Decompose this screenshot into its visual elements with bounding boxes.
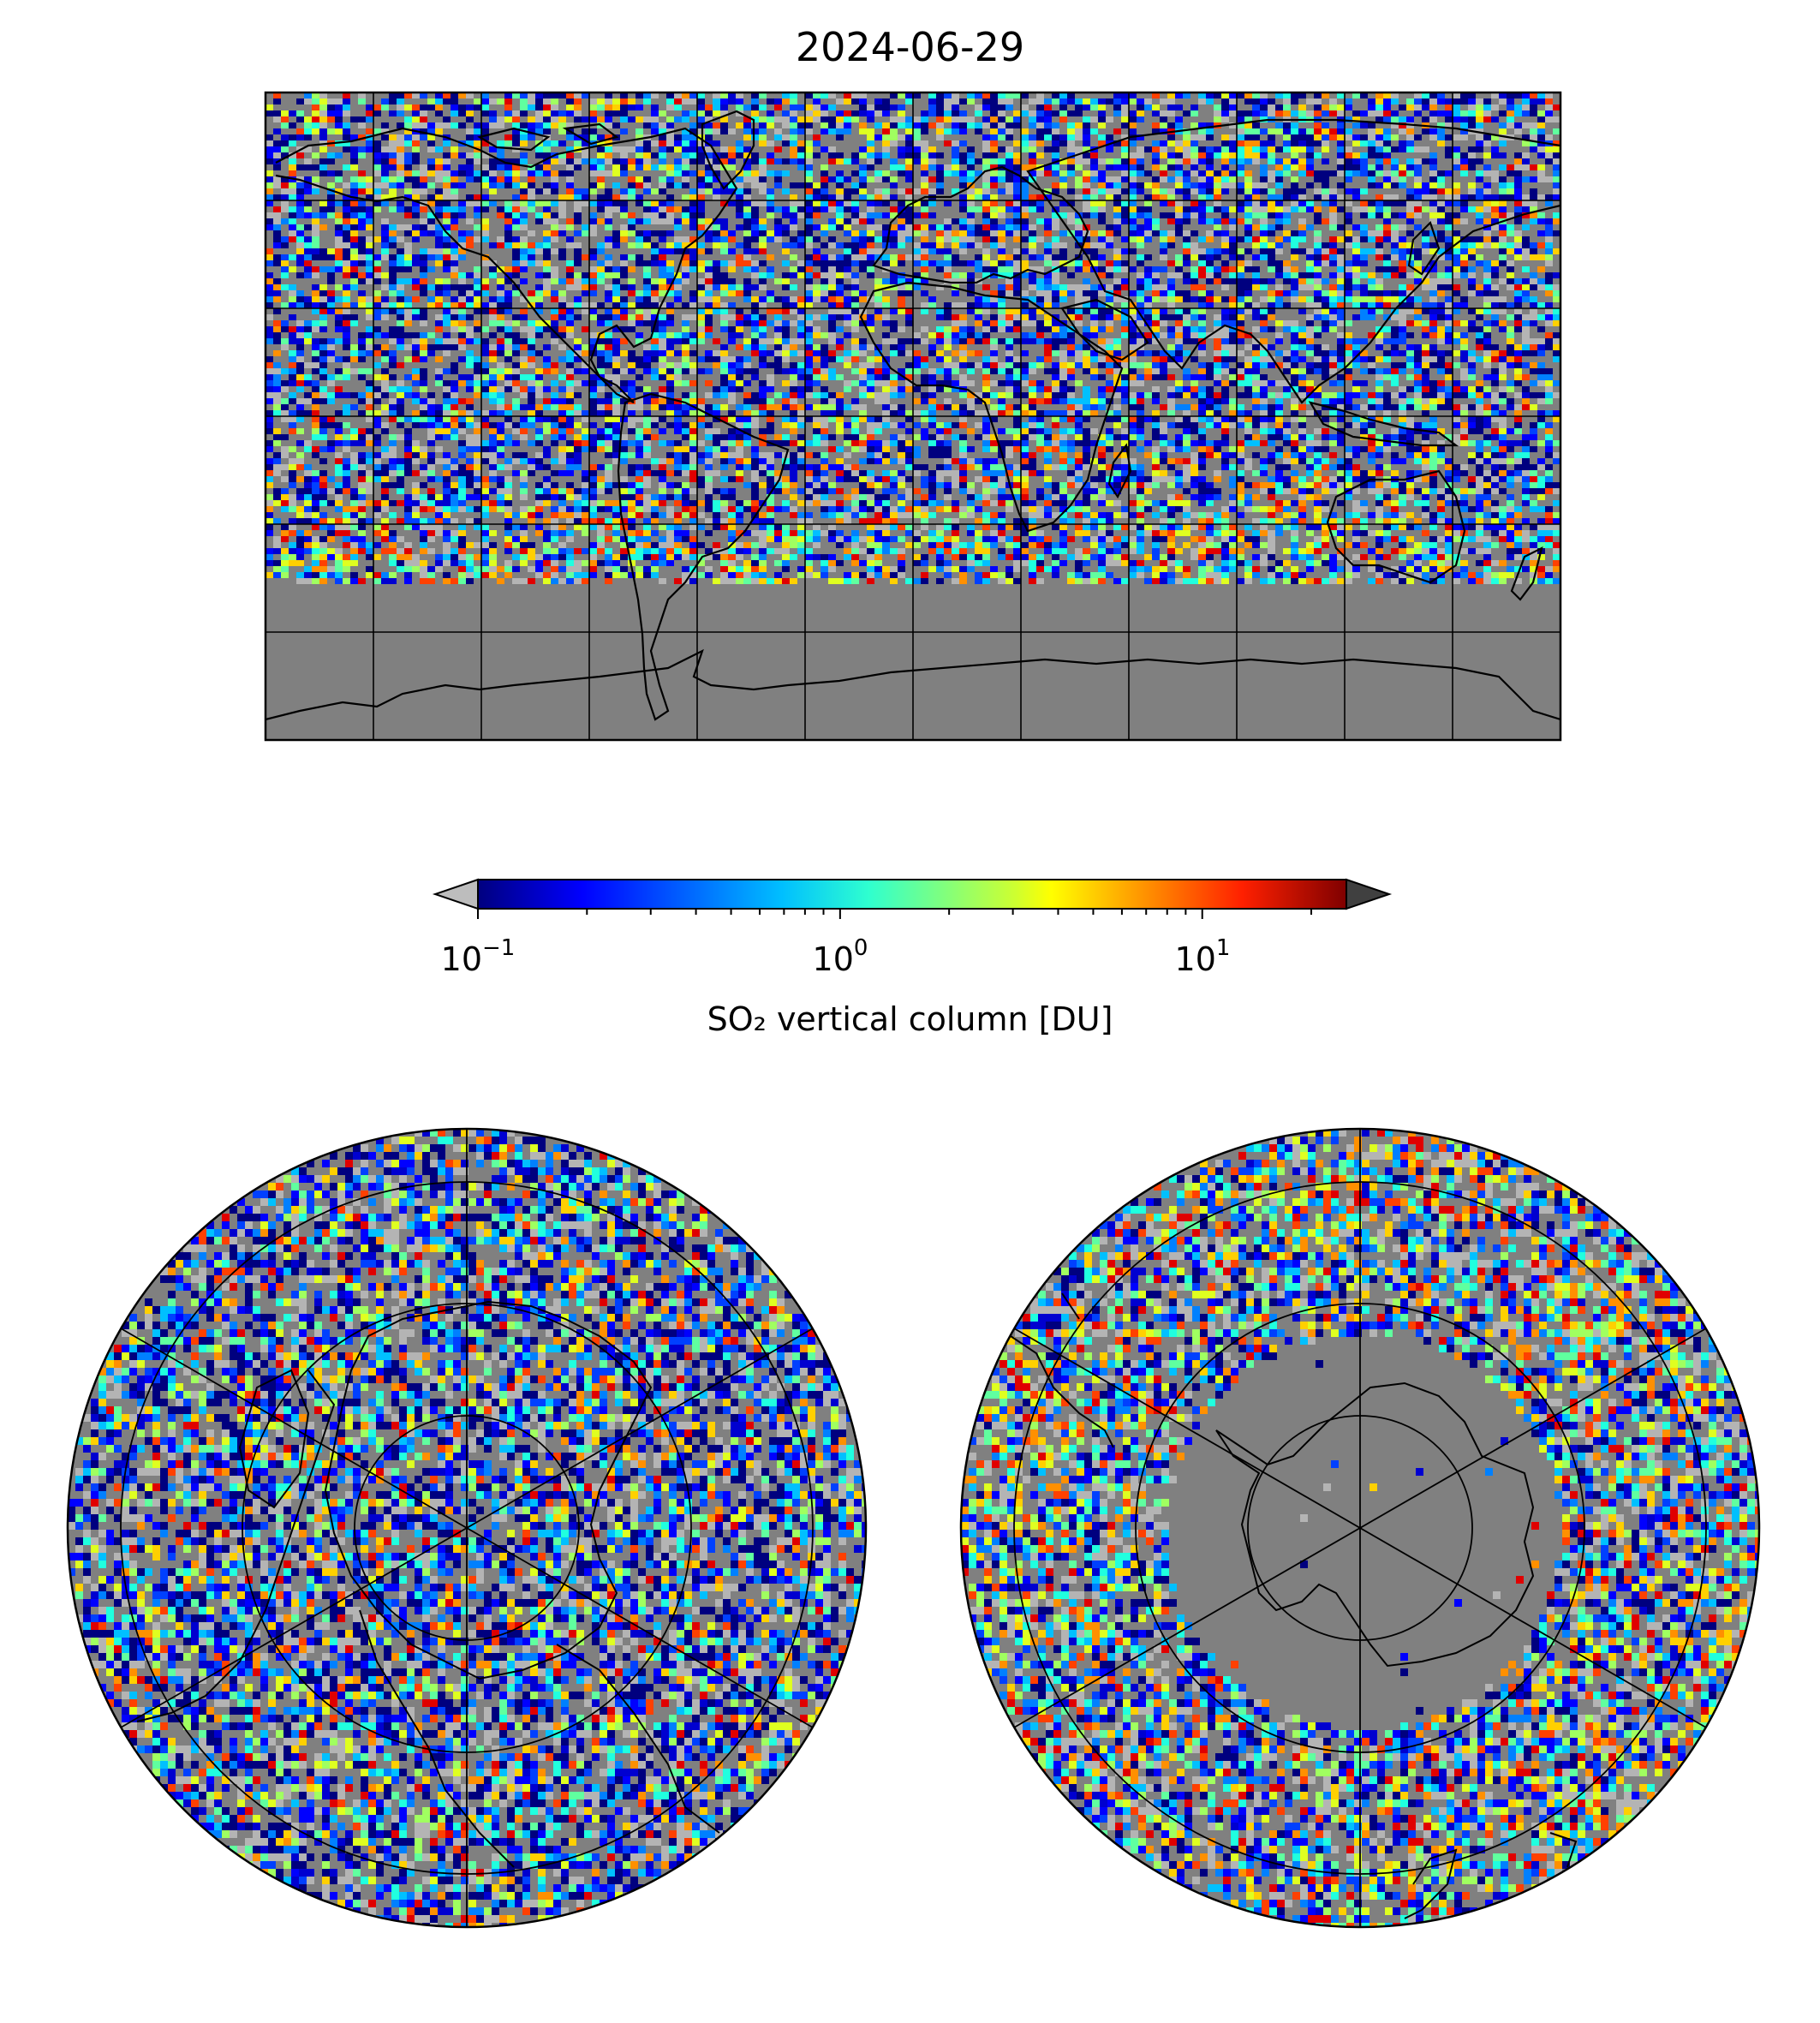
coastline-south-america-polar: [1010, 1292, 1114, 1448]
colorbar-tick-label-2: 101: [1175, 935, 1231, 978]
coastline-scandinavia-polar: [556, 1644, 720, 1834]
coastline-australia: [1326, 469, 1466, 584]
coastline-arabia: [1060, 298, 1149, 361]
coastline-new-zealand-polar: [1404, 1832, 1578, 1919]
coastline-antarctica-polar: [1215, 1381, 1535, 1668]
global-coastlines: [266, 110, 1560, 721]
coastline-greenland: [701, 110, 755, 190]
coastline-greenland-polar: [238, 1369, 310, 1509]
coastline-japan: [1407, 220, 1441, 276]
coastline-south-america: [617, 392, 790, 721]
north-polar-map: [66, 1127, 868, 1929]
global-so2-pixels: [266, 92, 1560, 584]
north-map-frame: [66, 1127, 868, 1929]
south-polar-map: [959, 1127, 1761, 1929]
coastline-europe: [872, 165, 1089, 284]
colorbar-tick-label-0: 10−1: [441, 935, 516, 978]
colorbar-ticks: [477, 909, 1313, 919]
colorbar-over-extension: [1346, 878, 1393, 910]
global-gridlines: [266, 92, 1560, 740]
colorbar-under-extension: [432, 878, 479, 910]
south-coastlines: [1010, 1292, 1578, 1919]
north-so2-pixels: [68, 1129, 866, 1927]
colorbar-frame: [477, 879, 1347, 910]
coastline-antarctica: [266, 648, 1560, 721]
north-gridlines: [120, 1129, 814, 1927]
global-map-frame: [264, 91, 1562, 742]
coastline-arctic-islands: [477, 122, 619, 152]
coastline-north-eurasia: [324, 1300, 653, 1680]
coastline-north-america: [275, 127, 738, 403]
south-map-frame: [959, 1127, 1761, 1929]
south-so2-pixels: [961, 1129, 1759, 1927]
coastline-new-zealand: [1510, 546, 1543, 601]
north-coastlines: [136, 1300, 720, 1868]
colorbar-tick-label-1: 100: [813, 935, 868, 978]
coastline-madagascar: [1107, 443, 1132, 499]
chart-title: 2024-06-29: [0, 24, 1820, 70]
colorbar: [432, 878, 1393, 919]
colorbar-gradient: [478, 880, 1346, 909]
coastline-north-america-polar: [136, 1370, 515, 1868]
global-map: [264, 91, 1562, 742]
south-gridlines: [1013, 1129, 1707, 1927]
colorbar-label: SO₂ vertical column [DU]: [0, 1000, 1820, 1038]
coastline-asia: [1026, 118, 1560, 404]
